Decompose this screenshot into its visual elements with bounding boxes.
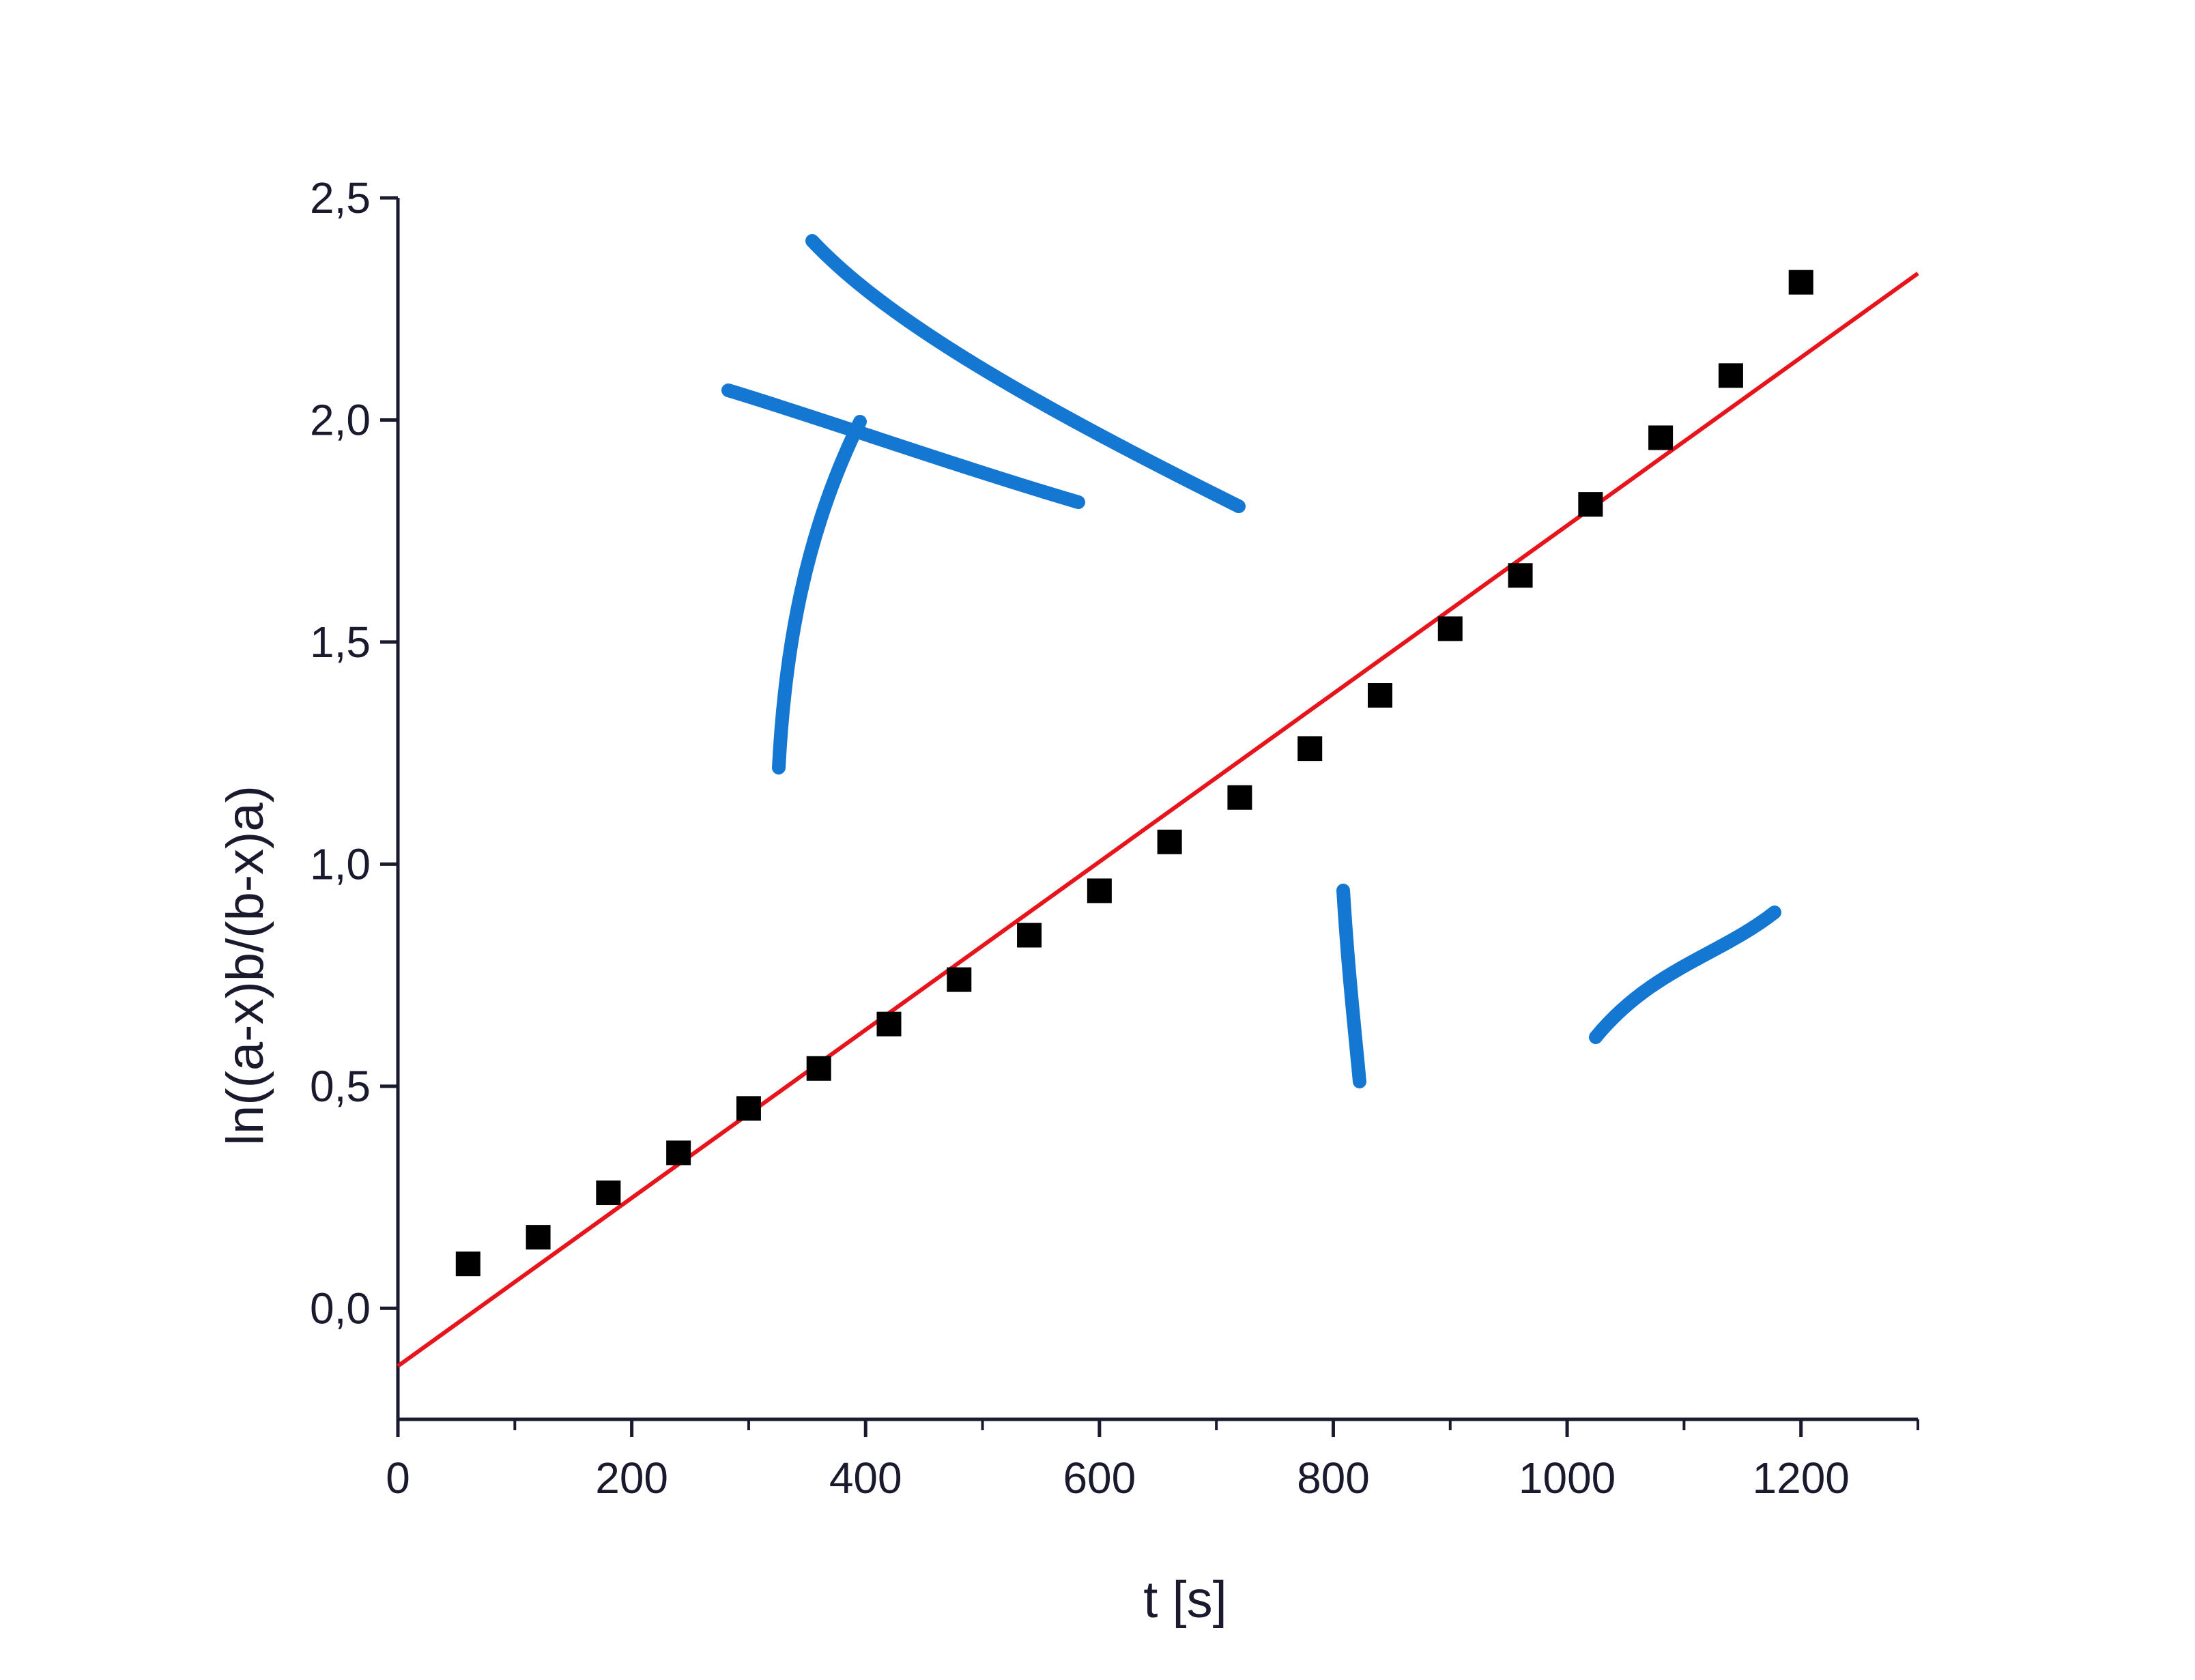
data-point <box>806 1056 831 1081</box>
ink-stroke <box>1336 884 1366 1088</box>
ink-stroke <box>805 234 1246 513</box>
data-point <box>1017 923 1042 948</box>
y-axis-title: ln((a-x)b/(b-x)a) <box>216 785 274 1146</box>
data-point <box>1718 363 1743 388</box>
x-tick-label: 1200 <box>1753 1453 1850 1503</box>
x-tick-label: 0 <box>386 1453 410 1503</box>
y-tick-label: 0,0 <box>310 1284 371 1333</box>
data-point <box>1227 785 1252 810</box>
y-tick-label: 1,0 <box>310 839 371 888</box>
x-tick-label: 200 <box>595 1453 668 1503</box>
y-tick-label: 2,5 <box>310 173 371 222</box>
data-point <box>1508 563 1533 588</box>
data-point <box>947 967 972 992</box>
y-tick-label: 0,5 <box>310 1062 371 1111</box>
data-point <box>666 1140 691 1165</box>
y-tick-label: 2,0 <box>310 395 371 444</box>
y-tick-label: 1,5 <box>310 618 371 667</box>
data-point <box>596 1181 621 1206</box>
data-point <box>1437 616 1463 641</box>
data-point <box>1788 270 1813 295</box>
fit-line <box>397 272 1919 1368</box>
data-point <box>1578 492 1603 517</box>
data-point <box>526 1225 551 1250</box>
ink-stroke <box>721 383 1085 509</box>
data-point <box>1087 878 1112 903</box>
data-point <box>455 1251 480 1277</box>
data-point <box>1367 683 1392 708</box>
fit-line-layer <box>397 272 1919 1368</box>
data-point <box>1648 425 1674 450</box>
data-point <box>1297 736 1323 762</box>
x-tick-label: 800 <box>1297 1453 1370 1503</box>
x-axis-title: t [s] <box>1143 1571 1226 1629</box>
x-tick-label: 1000 <box>1519 1453 1616 1503</box>
data-point <box>736 1096 761 1121</box>
x-tick-label: 400 <box>829 1453 902 1503</box>
data-points-layer <box>455 270 1813 1277</box>
x-tick-label: 600 <box>1063 1453 1136 1503</box>
ink-stroke <box>1589 906 1781 1044</box>
data-point <box>876 1011 902 1037</box>
ink-annotations <box>721 234 1781 1088</box>
data-point <box>1157 829 1182 854</box>
ink-stroke <box>772 415 867 774</box>
axes: 0,0 0,5 1,0 1,5 2,0 2,5 0 200 400 600 800 1000 1200 t… <box>216 173 1919 1629</box>
